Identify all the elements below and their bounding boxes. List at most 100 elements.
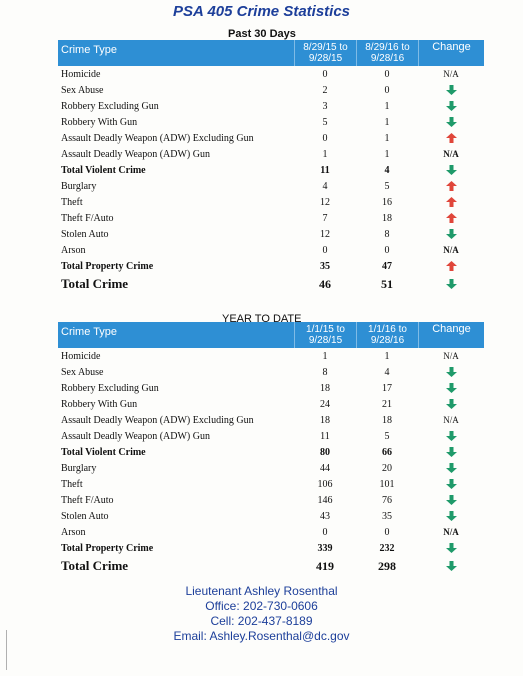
change-na-label: N/A <box>443 245 459 255</box>
arrow-down-icon <box>445 495 457 505</box>
row-value-period1: 18 <box>320 382 330 394</box>
table-row: Sex Abuse 2 0 <box>58 82 484 98</box>
arrow-down-icon <box>445 117 457 127</box>
scan-edge-mark <box>6 630 7 670</box>
row-crime-type: Stolen Auto <box>61 228 109 240</box>
header-period1-line: 1/1/15 to <box>306 324 345 335</box>
table-row: Total Violent Crime 11 4 <box>58 162 484 178</box>
table-header: Crime Type 8/29/15 to 9/28/15 8/29/16 to 9/2… <box>58 40 484 66</box>
header-period2-line: 9/28/16 <box>370 53 405 64</box>
row-change: N/A <box>418 245 484 255</box>
table-row: Burglary 44 20 <box>58 460 484 476</box>
row-value-period1: 0 <box>322 526 328 538</box>
arrow-down-icon <box>445 367 457 377</box>
row-value-period2: 0 <box>384 244 390 256</box>
row-crime-type: Burglary <box>61 462 97 474</box>
row-crime-type: Robbery With Gun <box>61 398 138 410</box>
arrow-down-icon <box>445 383 457 393</box>
header-period1: 1/1/15 to 9/28/15 <box>294 322 356 348</box>
row-crime-type: Theft <box>61 478 83 490</box>
table-row: Arson 0 0 N/A <box>58 524 484 540</box>
arrow-down-icon <box>445 101 457 111</box>
row-value-period1: 11 <box>320 430 330 442</box>
arrow-down-icon <box>445 229 457 239</box>
table-row: Burglary 4 5 <box>58 178 484 194</box>
table-row: Theft 12 16 <box>58 194 484 210</box>
table-row: Homicide 0 0 N/A <box>58 66 484 82</box>
arrow-down-icon <box>445 561 457 571</box>
row-crime-type: Robbery With Gun <box>61 116 138 128</box>
row-value-period2: 0 <box>384 526 390 538</box>
row-change <box>418 117 484 127</box>
row-value-period1: 5 <box>322 116 328 128</box>
table-row: Total Property Crime 35 47 <box>58 258 484 274</box>
header-period2-line: 9/28/16 <box>370 335 405 346</box>
row-value-period1: 4 <box>322 180 328 192</box>
row-change <box>418 279 484 289</box>
row-crime-type: Total Violent Crime <box>61 446 146 458</box>
arrow-down-icon <box>445 165 457 175</box>
table-row: Total Crime 46 51 <box>58 274 484 294</box>
arrow-up-icon <box>445 261 457 271</box>
row-value-period2: 0 <box>384 68 390 80</box>
row-value-period1: 0 <box>322 132 328 144</box>
header-period2-line: 8/29/16 to <box>365 42 410 53</box>
row-value-period1: 24 <box>320 398 330 410</box>
contact-office: Office: 202-730-0606 <box>205 599 318 613</box>
row-change <box>418 197 484 207</box>
row-crime-type: Assault Deadly Weapon (ADW) Gun <box>61 148 210 160</box>
arrow-down-icon <box>445 399 457 409</box>
row-change <box>418 85 484 95</box>
row-change <box>418 495 484 505</box>
row-crime-type: Stolen Auto <box>61 510 109 522</box>
row-value-period2: 35 <box>382 510 392 522</box>
past-30-days-table: Crime Type 8/29/15 to 9/28/15 8/29/16 to 9/2… <box>58 40 484 294</box>
arrow-up-icon <box>445 213 457 223</box>
row-value-period2: 18 <box>382 414 392 426</box>
row-value-period1: 106 <box>317 478 333 490</box>
row-crime-type: Sex Abuse <box>61 84 104 96</box>
arrow-up-icon <box>445 133 457 143</box>
row-change <box>418 367 484 377</box>
change-na-label: N/A <box>443 527 459 537</box>
contact-name: Lieutenant Ashley Rosenthal <box>185 584 338 598</box>
row-value-period2: 4 <box>384 164 390 176</box>
row-change <box>418 101 484 111</box>
row-change <box>418 383 484 393</box>
row-change <box>418 399 484 409</box>
row-crime-type: Total Crime <box>61 276 129 291</box>
row-value-period2: 5 <box>384 180 390 192</box>
header-period1-line: 9/28/15 <box>308 53 343 64</box>
row-change: N/A <box>418 149 484 159</box>
table-row: Total Crime 419 298 <box>58 556 484 576</box>
table-row: Theft F/Auto 146 76 <box>58 492 484 508</box>
change-na-label: N/A <box>443 69 459 79</box>
row-value-period2: 1 <box>384 148 390 160</box>
past-30-days-label: Past 30 Days <box>228 28 296 40</box>
contact-email[interactable]: Email: Ashley.Rosenthal@dc.gov <box>173 629 350 643</box>
row-change <box>418 165 484 175</box>
row-crime-type: Total Crime <box>61 558 129 573</box>
table-row: Arson 0 0 N/A <box>58 242 484 258</box>
arrow-down-icon <box>445 447 457 457</box>
row-value-period2: 20 <box>382 462 392 474</box>
row-crime-type: Sex Abuse <box>61 366 104 378</box>
table-row: Theft F/Auto 7 18 <box>58 210 484 226</box>
row-value-period1: 46 <box>319 276 331 291</box>
header-change: Change <box>418 322 484 348</box>
row-value-period1: 339 <box>317 542 333 554</box>
row-value-period2: 5 <box>384 430 390 442</box>
row-change <box>418 431 484 441</box>
header-crime-type: Crime Type <box>61 326 118 338</box>
row-crime-type: Total Violent Crime <box>61 164 146 176</box>
table-row: Assault Deadly Weapon (ADW) Gun 11 5 <box>58 428 484 444</box>
row-value-period2: 51 <box>381 276 393 291</box>
table-row: Robbery Excluding Gun 18 17 <box>58 380 484 396</box>
row-crime-type: Assault Deadly Weapon (ADW) Excluding Gu… <box>61 132 254 144</box>
row-value-period1: 1 <box>322 148 328 160</box>
arrow-down-icon <box>445 463 457 473</box>
row-value-period2: 18 <box>382 212 392 224</box>
row-change: N/A <box>418 69 484 79</box>
header-change: Change <box>418 40 484 66</box>
row-change <box>418 447 484 457</box>
